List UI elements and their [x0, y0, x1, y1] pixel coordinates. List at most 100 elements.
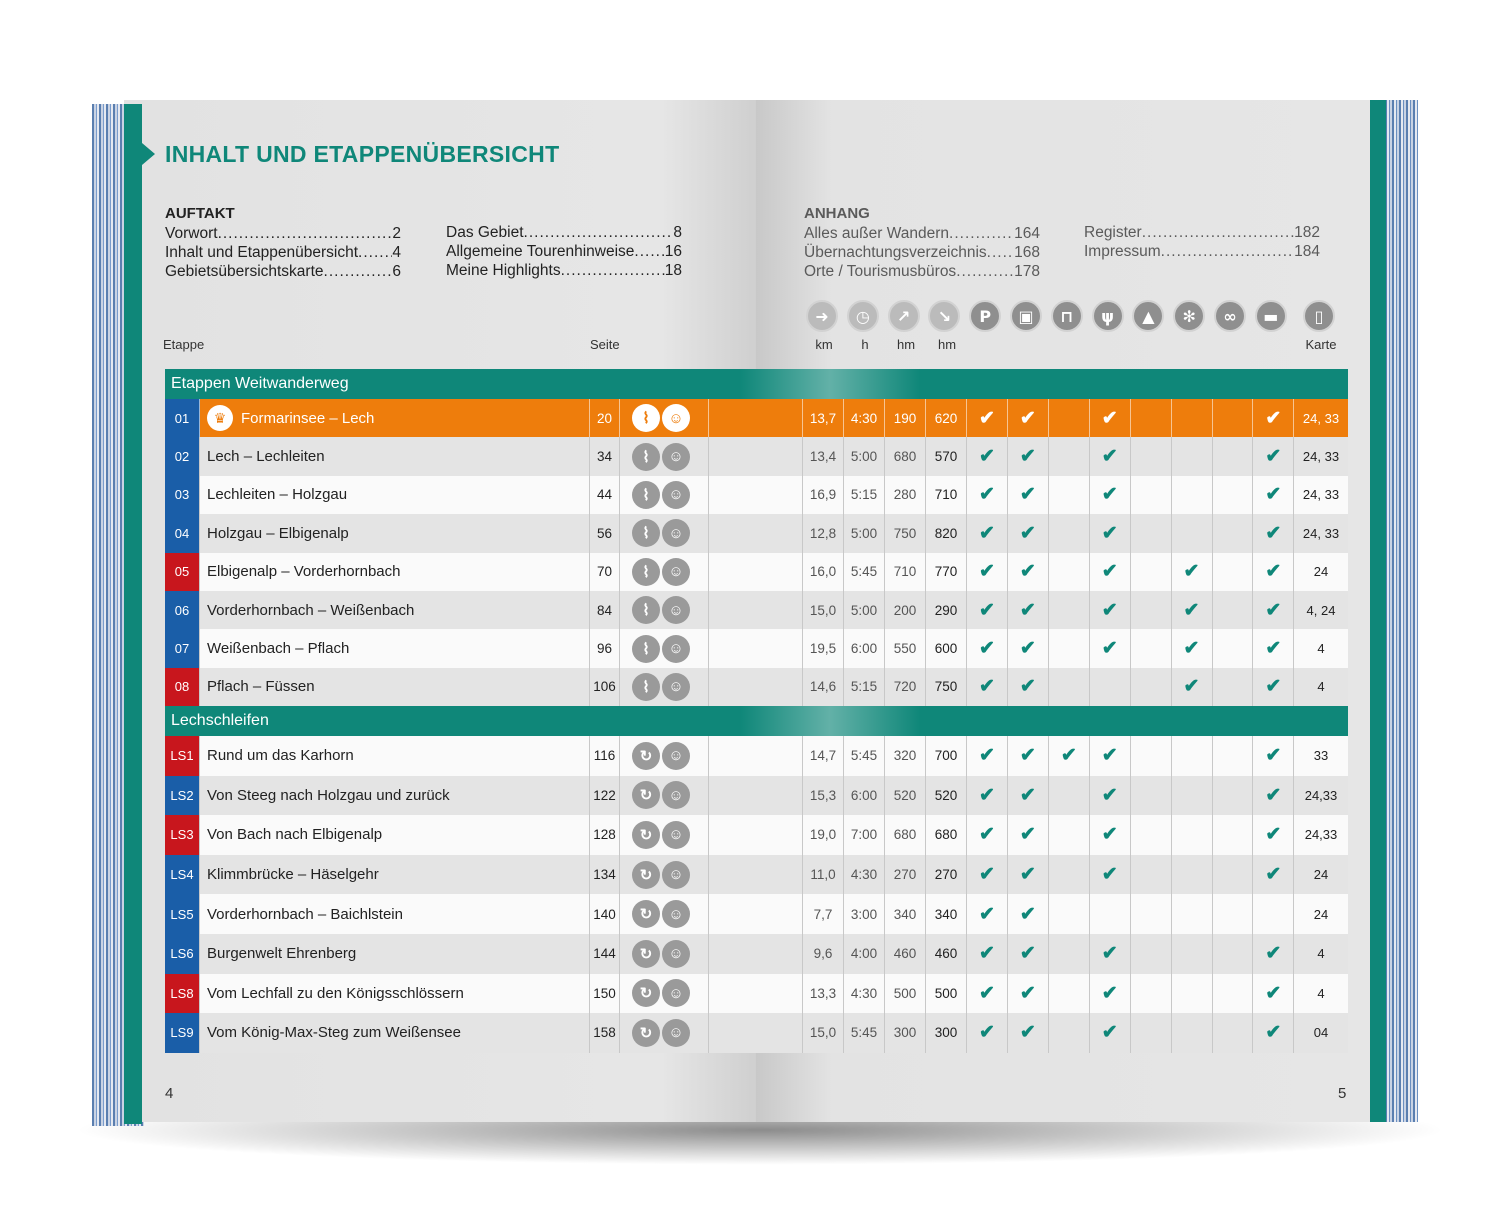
- check-icon: ✔: [979, 676, 995, 698]
- stage-number: 07: [165, 629, 200, 668]
- stage-ascent: 520: [885, 775, 926, 816]
- check-cell: [1212, 894, 1254, 934]
- table-row[interactable]: LS8 Vom Lechfall zu den Königsschlössern 1…: [165, 973, 1348, 1014]
- check-cell: ✔: [967, 667, 1008, 707]
- table-row[interactable]: LS4 Klimmbrücke – Häselgehr 134 ↻ ☺ 11,0 4:30 2…: [165, 854, 1348, 895]
- check-cell: [1212, 775, 1254, 816]
- toc-label: Vorwort: [165, 225, 218, 242]
- check-cell: [1049, 973, 1090, 1014]
- check-cell: [1253, 894, 1295, 934]
- restaurant-icon: ψ: [1091, 300, 1124, 332]
- bear-icon: ☺: [662, 596, 690, 625]
- check-icon: ✔: [1101, 943, 1118, 965]
- stage-ascent: 200: [885, 591, 926, 630]
- check-cell: [1212, 552, 1254, 591]
- check-cell: [1131, 1013, 1172, 1053]
- table-row[interactable]: LS1 Rund um das Karhorn 116 ↻ ☺ 14,7 5:45 320 70…: [165, 736, 1348, 776]
- toc-label: Das Gebiet: [446, 224, 524, 241]
- stage-map: 24,33: [1304, 787, 1338, 803]
- table-row[interactable]: LS9 Vom König-Max-Steg zum Weißensee 158 ↻ ☺…: [165, 1013, 1348, 1053]
- table-row[interactable]: LS5 Vorderhornbach – Baichlstein 140 ↻ ☺ 7,7 3…: [165, 894, 1348, 934]
- stage-name: ♛ Formarinsee – Lech: [200, 399, 590, 438]
- stage-hours: 6:00: [844, 775, 885, 816]
- check-icon: ✔: [1101, 1022, 1118, 1044]
- check-cell: [1090, 667, 1131, 707]
- check-cell: [1131, 934, 1172, 974]
- stage-descent: 520: [926, 775, 967, 816]
- check-icon: ✔: [979, 561, 995, 583]
- table-row[interactable]: 07 Weißenbach – Pflach 96 ⌇ ☺ 19,5 6:00 550 600 ✔…: [165, 629, 1348, 668]
- check-cell: ✔: [1008, 667, 1049, 707]
- route-icon: ⌇: [632, 557, 660, 586]
- stage-map: 24, 33: [1302, 487, 1340, 503]
- check-cell: ✔: [1049, 736, 1090, 776]
- stage-icons: ↻ ☺: [620, 736, 709, 776]
- spine-gap: [709, 629, 803, 668]
- check-icon: ✔: [1019, 407, 1036, 429]
- stage-km: 13,3: [803, 973, 844, 1014]
- stage-descent: 340: [926, 894, 967, 934]
- spine-gap: [709, 475, 803, 515]
- loop-icon: ↻: [632, 1018, 660, 1047]
- check-cell: ✔: [1172, 552, 1213, 591]
- check-cell: ✔: [1008, 854, 1049, 895]
- route-icon: ⌇: [632, 634, 660, 663]
- check-cell: ✔: [1008, 815, 1049, 855]
- stage-km: 14,7: [803, 736, 844, 776]
- stage-icons: ⌇ ☺: [620, 399, 709, 438]
- stage-number: LS5: [165, 894, 200, 934]
- toc-leader: [987, 243, 1014, 262]
- toc-entry: Allgemeine Tourenhinweise 16: [446, 242, 682, 261]
- table-row[interactable]: LS2 Von Steeg nach Holzgau und zurück 122 ↻…: [165, 775, 1348, 816]
- stage-name: Rund um das Karhorn: [200, 736, 590, 776]
- toc-page: 164: [1014, 225, 1040, 242]
- stage-name: Vorderhornbach – Weißenbach: [200, 591, 590, 630]
- check-cell: ✔: [1008, 437, 1049, 476]
- stage-page: 44: [590, 475, 620, 515]
- stage-name-text: Klimmbrücke – Häselgehr: [207, 866, 379, 884]
- table-row[interactable]: 04 Holzgau – Elbigenalp 56 ⌇ ☺ 12,8 5:00 750 820…: [165, 514, 1348, 553]
- stage-name: Holzgau – Elbigenalp: [200, 514, 590, 553]
- table-row[interactable]: 05 Elbigenalp – Vorderhornbach 70 ⌇ ☺ 16,0 5:4…: [165, 552, 1348, 591]
- stage-page: 140: [590, 894, 620, 934]
- stage-descent: 570: [926, 437, 967, 476]
- table-row[interactable]: LS3 Von Bach nach Elbigenalp 128 ↻ ☺ 19,0 7:00…: [165, 815, 1348, 855]
- check-icon: ✔: [1019, 638, 1036, 660]
- spine-gap: [709, 894, 803, 934]
- toc-page: 2: [392, 225, 401, 242]
- bus-icon: ▣: [1010, 300, 1042, 332]
- check-icon: ✔: [1019, 484, 1036, 506]
- check-cell: [1049, 667, 1090, 707]
- table-row[interactable]: 01 ♛ Formarinsee – Lech 20 ⌇ ☺ 13,7 4:30 190 620 ✔…: [165, 399, 1348, 438]
- stage-name-text: Von Steeg nach Holzgau und zurück: [207, 786, 450, 804]
- stage-km: 12,8: [803, 514, 844, 553]
- table-row[interactable]: 08 Pflach – Füssen 106 ⌇ ☺ 14,6 5:15 720 750 ✔ ✔ ✔ ✔…: [165, 667, 1348, 707]
- stage-descent: 620: [926, 399, 967, 438]
- check-icon: ✔: [1101, 484, 1118, 506]
- check-cell: [1172, 1013, 1213, 1053]
- table-row[interactable]: LS6 Burgenwelt Ehrenberg 144 ↻ ☺ 9,6 4:00 460 46…: [165, 934, 1348, 974]
- table-row[interactable]: 02 Lech – Lechleiten 34 ⌇ ☺ 13,4 5:00 680 570 ✔ ✔ ✔…: [165, 437, 1348, 476]
- stage-icons: ⌇ ☺: [620, 591, 709, 630]
- stage-icons: ↻ ☺: [620, 854, 709, 895]
- table-row[interactable]: 06 Vorderhornbach – Weißenbach 84 ⌇ ☺ 15,0 5:0…: [165, 591, 1348, 630]
- stage-map: 04: [1313, 1025, 1329, 1041]
- winter-icon: ✻: [1173, 300, 1206, 332]
- toc-page: 184: [1294, 243, 1320, 260]
- stage-map: 24, 33: [1302, 410, 1340, 426]
- check-cell: [1172, 736, 1213, 776]
- toc-leader: [1142, 223, 1294, 242]
- check-cell: ✔: [1172, 591, 1213, 630]
- check-cell: [1131, 437, 1172, 476]
- loop-icon: ↻: [632, 741, 660, 770]
- check-icon: ✔: [1265, 982, 1282, 1004]
- stage-name: Lechleiten – Holzgau: [200, 475, 590, 515]
- check-cell: [1212, 1013, 1254, 1053]
- stage-descent: 820: [926, 514, 967, 553]
- check-cell: ✔: [1090, 399, 1131, 438]
- bike-icon: ∞: [1214, 300, 1246, 332]
- toc-entry: Inhalt und Etappenübersicht 4: [165, 243, 401, 262]
- auftakt-heading: AUFTAKT: [165, 205, 235, 222]
- check-cell: [1049, 399, 1090, 438]
- table-row[interactable]: 03 Lechleiten – Holzgau 44 ⌇ ☺ 16,9 5:15 280 710…: [165, 475, 1348, 515]
